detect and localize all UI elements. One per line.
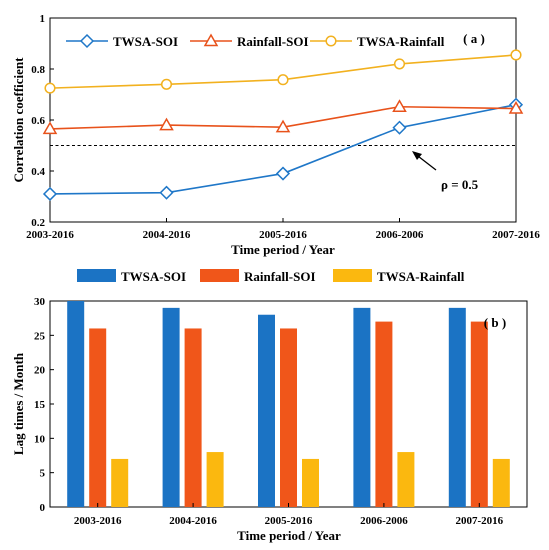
x-tick-label: 2004-2016 (169, 515, 217, 527)
legend-swatch (200, 269, 239, 282)
legend-label: Rainfall-SOI (244, 269, 316, 284)
series-twsa-rainfall (44, 49, 522, 94)
data-point-rainfall-soi (508, 101, 524, 114)
bar-rainfall-soi (89, 328, 107, 507)
x-tick-label: 2006-2006 (360, 515, 408, 527)
panel-b-bars (67, 301, 510, 507)
bar-twsa-rainfall (397, 452, 415, 507)
panel-a-legend: TWSA-SOI Rainfall-SOI TWSA-Rainfall (66, 33, 445, 49)
panel-a-line-chart: 0.2 0.4 0.6 0.8 1 2003-2016 2004-2016 2005-201… (11, 13, 540, 257)
panel-a-y-axis-label: Correlation coefficient (11, 57, 26, 183)
x-tick-label: 2005-2016 (259, 229, 307, 241)
bar-twsa-rainfall (111, 458, 129, 507)
legend-item-twsa-rainfall: TWSA-Rainfall (333, 269, 465, 284)
data-point-twsa-rainfall (44, 82, 56, 94)
bar-rainfall-soi (470, 321, 488, 507)
panel-b-bar-chart: TWSA-SOI Rainfall-SOI TWSA-Rainfall 0 5 10 15… (11, 269, 528, 543)
y-tick-label: 25 (34, 330, 46, 342)
y-tick-label: 15 (34, 399, 46, 411)
x-tick-label: 2004-2016 (143, 229, 191, 241)
series-twsa-soi (42, 97, 524, 202)
y-tick-label: 30 (34, 296, 46, 308)
data-point-twsa-rainfall (277, 74, 289, 86)
legend-item-twsa-soi: TWSA-SOI (77, 269, 186, 284)
data-point-rainfall-soi (42, 121, 58, 135)
bar-twsa-soi (448, 307, 466, 507)
bar-twsa-soi (258, 314, 275, 507)
panel-a-series (42, 49, 524, 202)
reference-annotation-label: ρ = 0.5 (441, 177, 479, 192)
bar-twsa-soi (162, 307, 180, 507)
x-tick-label: 2006-2006 (376, 229, 424, 241)
data-point-rainfall-soi (159, 117, 174, 131)
data-point-twsa-rainfall (393, 58, 406, 70)
y-tick-label: 0 (40, 502, 46, 514)
panel-b-x-axis-label: Time period / Year (237, 528, 341, 543)
data-point-twsa-soi (392, 120, 407, 135)
bar-twsa-rainfall (302, 458, 319, 507)
panel-a-x-axis-label: Time period / Year (231, 242, 335, 257)
annotation-arrowhead (412, 151, 422, 160)
legend-label: TWSA-Rainfall (357, 34, 445, 49)
bar-twsa-soi (67, 301, 85, 507)
x-tick-label: 2007-2016 (455, 515, 503, 527)
panel-a-x-ticks: 2003-2016 2004-2016 2005-2016 2006-2006 2007… (26, 218, 540, 241)
legend-label: Rainfall-SOI (237, 34, 309, 49)
bar-twsa-soi (353, 307, 371, 507)
bar-rainfall-soi (280, 328, 297, 507)
y-tick-label: 1 (40, 13, 46, 25)
legend-item-rainfall-soi: Rainfall-SOI (200, 269, 316, 284)
series-rainfall-soi (42, 99, 524, 135)
data-point-rainfall-soi (392, 99, 407, 112)
data-point-twsa-rainfall (160, 78, 173, 90)
panel-b-x-ticks: 2003-2016 2004-2016 2005-2016 2006-2006 2007… (74, 503, 504, 527)
data-point-twsa-rainfall (510, 49, 522, 61)
legend-item-rainfall-soi: Rainfall-SOI (190, 33, 309, 49)
x-tick-label: 2005-2016 (265, 515, 313, 527)
panel-b-y-axis-label: Lag times / Month (11, 352, 26, 455)
data-point-twsa-soi (159, 185, 174, 200)
x-tick-label: 2007-2016 (492, 229, 540, 241)
y-tick-label: 0.8 (31, 64, 45, 76)
y-tick-label: 5 (40, 468, 46, 480)
panel-a-tag: ( a ) (463, 31, 485, 46)
panel-b-legend: TWSA-SOI Rainfall-SOI TWSA-Rainfall (77, 269, 465, 284)
legend-item-twsa-soi: TWSA-SOI (66, 33, 178, 49)
y-tick-label: 10 (34, 433, 46, 445)
y-tick-label: 0.2 (31, 217, 45, 229)
bar-rainfall-soi (184, 328, 202, 507)
bar-twsa-rainfall (206, 452, 224, 507)
legend-item-twsa-rainfall: TWSA-Rainfall (310, 34, 445, 49)
y-tick-label: 20 (34, 365, 46, 377)
panel-b-y-ticks: 0 5 10 15 20 25 30 (34, 296, 54, 514)
panel-a-y-ticks: 0.2 0.4 0.6 0.8 1 (31, 13, 54, 229)
legend-marker (203, 33, 219, 47)
data-point-rainfall-soi (275, 119, 291, 133)
x-tick-label: 2003-2016 (74, 515, 122, 527)
bar-twsa-rainfall (492, 458, 510, 507)
y-tick-label: 0.6 (31, 115, 45, 127)
legend-swatch (333, 269, 372, 282)
bar-rainfall-soi (375, 321, 393, 507)
legend-label: TWSA-Rainfall (377, 269, 465, 284)
data-point-twsa-soi (275, 166, 291, 181)
y-tick-label: 0.4 (31, 166, 45, 178)
legend-marker (325, 35, 337, 47)
legend-swatch (77, 269, 116, 282)
panel-b-tag: ( b ) (484, 315, 506, 330)
legend-label: TWSA-SOI (121, 269, 186, 284)
x-tick-label: 2003-2016 (26, 229, 74, 241)
reference-annotation: ρ = 0.5 (412, 151, 479, 192)
data-point-twsa-soi (42, 186, 58, 202)
legend-label: TWSA-SOI (113, 34, 178, 49)
legend-marker (79, 33, 95, 49)
